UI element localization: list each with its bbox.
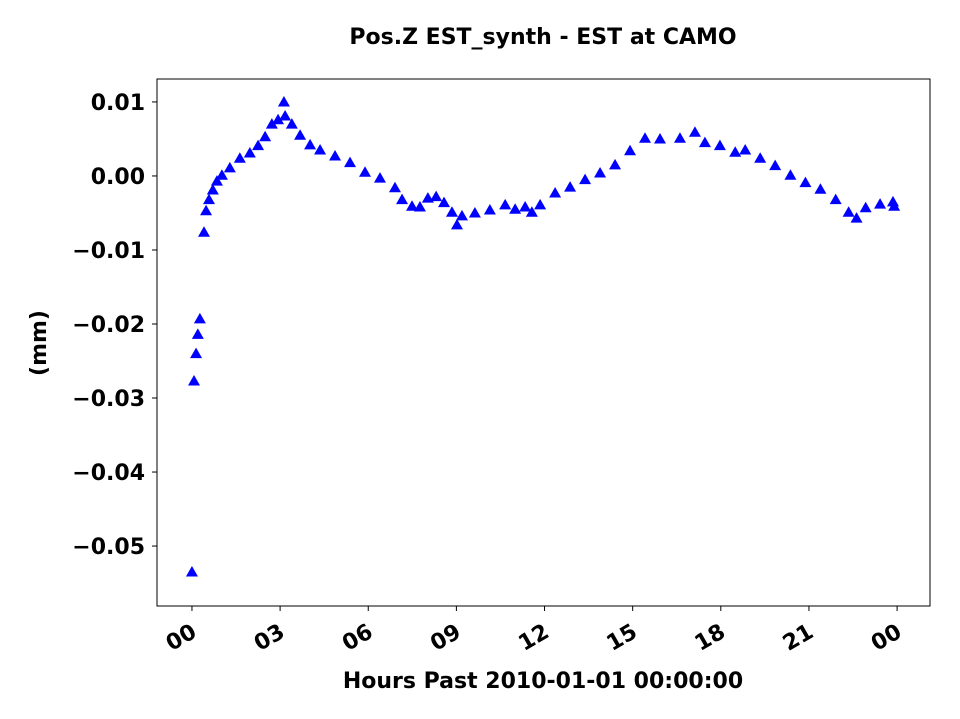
point [769, 159, 782, 171]
y-tick-label: 0.01 [91, 91, 145, 116]
point [624, 144, 637, 156]
point [579, 173, 592, 185]
x-tick-label: 15 [603, 620, 642, 657]
y-tick-label: −0.04 [72, 461, 145, 486]
point [359, 166, 372, 177]
point [698, 136, 711, 148]
point [842, 206, 855, 217]
point [549, 186, 562, 198]
point [265, 118, 278, 129]
point [673, 132, 686, 143]
point [329, 149, 342, 161]
point [277, 95, 290, 107]
x-tick-label: 00 [162, 620, 201, 657]
point [534, 198, 547, 210]
point [259, 130, 272, 142]
point [200, 204, 213, 216]
point [314, 144, 327, 155]
point [294, 129, 307, 140]
point [754, 152, 767, 163]
point [519, 201, 532, 212]
point [455, 209, 468, 221]
point [344, 156, 357, 168]
point [468, 206, 481, 218]
point [285, 118, 298, 129]
point [188, 374, 201, 386]
point [406, 200, 419, 211]
point [729, 146, 742, 157]
point [430, 190, 443, 202]
point [525, 206, 538, 217]
point [203, 193, 216, 205]
point [193, 312, 206, 324]
point [450, 218, 463, 230]
x-axis-label: Hours Past 2010-01-01 00:00:00 [343, 669, 743, 694]
point [594, 167, 607, 178]
point [373, 172, 386, 183]
point [784, 169, 797, 180]
point [388, 181, 401, 193]
point [279, 110, 292, 121]
chart-title: Pos.Z EST_synth - EST at CAMO [349, 25, 736, 50]
y-tick-label: −0.02 [72, 313, 145, 338]
point [243, 147, 256, 158]
x-tick-label: 00 [867, 620, 906, 657]
point [850, 212, 863, 223]
x-tick-label: 18 [691, 620, 730, 657]
point [713, 139, 726, 151]
point [215, 169, 228, 180]
point [799, 176, 812, 188]
point [653, 132, 666, 144]
point [814, 183, 827, 194]
point [438, 196, 451, 208]
plot-frame [156, 78, 931, 607]
point [739, 144, 752, 155]
point [564, 181, 577, 192]
point [499, 198, 512, 210]
point [272, 113, 285, 125]
point [198, 226, 211, 237]
point [233, 152, 246, 163]
point [413, 201, 426, 212]
y-tick-label: −0.03 [72, 387, 145, 412]
point [206, 184, 219, 195]
point [252, 139, 265, 151]
y-tick-label: −0.01 [72, 239, 145, 264]
y-tick-label: 0.00 [91, 165, 145, 190]
point [191, 328, 204, 339]
point [688, 126, 701, 137]
point [304, 138, 317, 150]
point [445, 206, 458, 217]
point [210, 175, 223, 186]
point [223, 161, 236, 173]
point [483, 204, 496, 215]
point [859, 201, 872, 213]
x-tick-label: 06 [338, 620, 377, 657]
x-tick-label: 03 [250, 620, 289, 657]
point [509, 203, 522, 214]
point [396, 193, 409, 205]
y-axis-label: (mm) [27, 310, 52, 376]
x-tick-label: 09 [426, 620, 465, 657]
point [639, 132, 652, 143]
point [874, 198, 887, 209]
x-tick-label: 12 [515, 620, 554, 657]
point [888, 200, 901, 211]
x-tick-label: 21 [779, 620, 818, 657]
point [185, 565, 198, 577]
point [190, 347, 203, 359]
y-tick-label: −0.05 [72, 535, 145, 560]
point [829, 193, 842, 205]
point [609, 158, 622, 170]
